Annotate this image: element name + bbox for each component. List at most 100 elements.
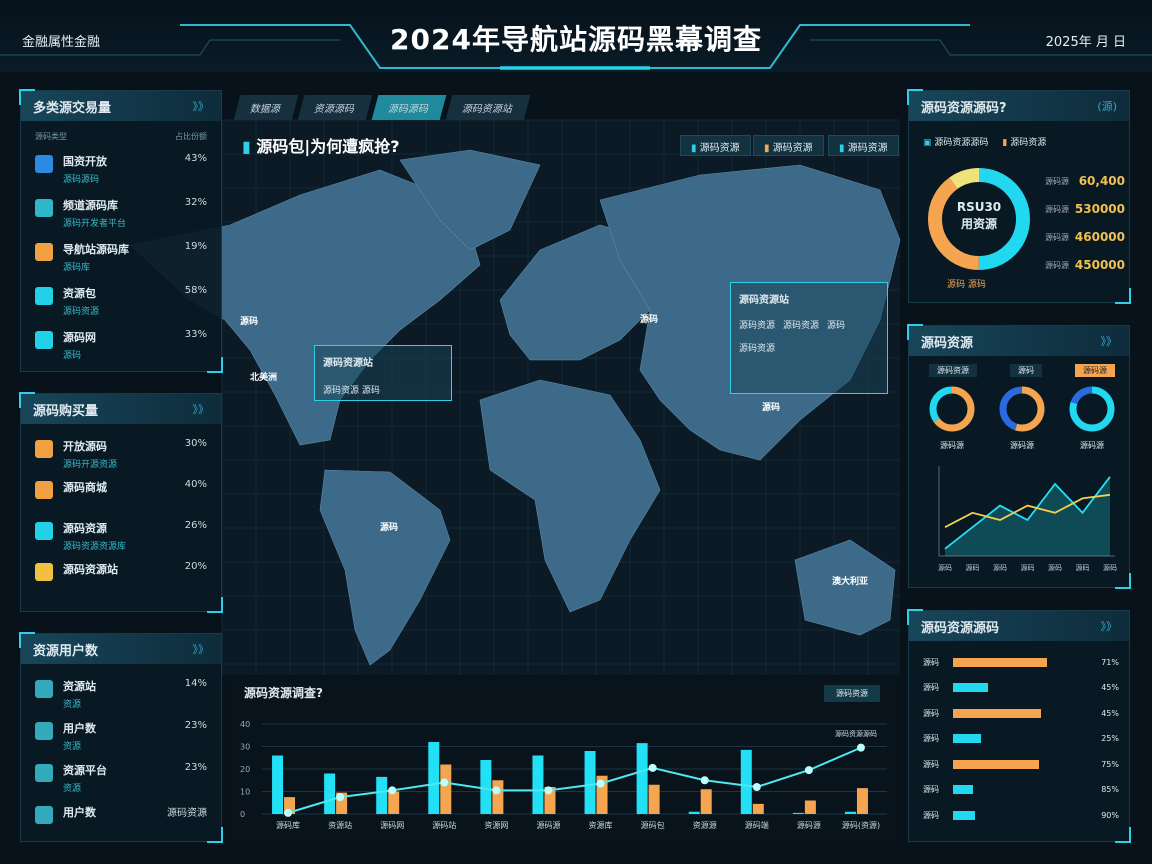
item-sub: 资源 bbox=[63, 784, 82, 794]
chart-button[interactable]: 源码资源 bbox=[824, 685, 880, 702]
x-tick-label: 源码 bbox=[1076, 563, 1090, 572]
list-item[interactable]: 源码商城 40% bbox=[35, 479, 207, 499]
panel-more-button[interactable]: 》》 bbox=[1100, 335, 1118, 348]
tooltip-title: 源码资源站 bbox=[739, 295, 789, 306]
x-tick-label: 源码 bbox=[1048, 563, 1062, 572]
panel-more-button[interactable]: 》》 bbox=[1100, 620, 1118, 633]
stat-label: 源码源 bbox=[1045, 232, 1069, 242]
bar-row: 源码 45% bbox=[923, 707, 1119, 719]
item-name: 开放源码 bbox=[63, 440, 107, 453]
panel-more-button[interactable]: 》》 bbox=[192, 403, 210, 416]
bar-label: 源码 bbox=[923, 810, 939, 820]
area-chart: 源码 源码 源码 源码 源码 源码 源码 bbox=[938, 466, 1117, 572]
main-button-3[interactable]: ▮ 源码资源 bbox=[828, 135, 899, 156]
main-tabs: 数据源 资源源码 源码源码 源码资源站 bbox=[233, 95, 531, 120]
item-percent: 43% bbox=[184, 153, 207, 164]
x-tick-label: 资源站 bbox=[328, 820, 352, 830]
tooltip-item: 源码 bbox=[827, 321, 846, 331]
panel-title: 源码资源源码 bbox=[921, 620, 1000, 636]
box-icon bbox=[35, 243, 53, 261]
donut-center-value: RSU30 bbox=[956, 200, 1002, 214]
header-date: 2025年 月 日 bbox=[1045, 35, 1126, 50]
left-panel-3: 资源用户数 》》 资源站 资源 14% 用户数 资源 23% 资源平台 资源 23% 用户数 源码资源 bbox=[19, 632, 223, 843]
bar-fill bbox=[953, 708, 1041, 718]
bar-cyan bbox=[272, 755, 284, 814]
line-point bbox=[336, 793, 345, 802]
y-tick-label: 30 bbox=[240, 743, 250, 752]
x-tick-label: 源码端 bbox=[745, 820, 769, 830]
bar-orange bbox=[648, 784, 660, 814]
tab-1[interactable]: 数据源 bbox=[233, 95, 299, 120]
column-header: 源码类型 bbox=[35, 132, 67, 141]
map-label: 源码 bbox=[762, 403, 781, 413]
item-sub: 源码源码 bbox=[63, 175, 100, 185]
item-percent: 20% bbox=[184, 561, 207, 572]
list-item[interactable]: 源码资源站 20% bbox=[35, 561, 207, 581]
line-point bbox=[544, 786, 553, 795]
y-tick-label: 10 bbox=[240, 788, 250, 797]
tab-label: 资源源码 bbox=[312, 104, 356, 115]
page-title: 2024年导航站源码黑幕调查 bbox=[390, 23, 762, 56]
list-item[interactable]: 资源站 资源 14% bbox=[35, 678, 207, 710]
map-label: 源码 bbox=[380, 523, 399, 533]
item-sub: 资源 bbox=[63, 700, 82, 710]
mini-donut-label: 源码源 bbox=[1010, 441, 1034, 450]
list-item[interactable]: 资源包 源码资源 58% bbox=[35, 285, 207, 317]
list-item[interactable]: 用户数 资源 23% bbox=[35, 720, 207, 752]
item-sub: 源码 bbox=[63, 351, 82, 361]
list-item[interactable]: 源码网 源码 33% bbox=[35, 329, 207, 361]
item-percent: 19% bbox=[184, 241, 207, 252]
donut-segment bbox=[929, 386, 975, 432]
list-item[interactable]: 开放源码 源码开源资源 30% bbox=[35, 438, 207, 470]
line-point bbox=[440, 778, 449, 787]
item-percent: 14% bbox=[184, 678, 207, 689]
tab-2[interactable]: 资源源码 bbox=[297, 95, 373, 120]
list-item[interactable]: 用户数 源码资源 bbox=[35, 804, 207, 824]
legend-chip: 源码资源 bbox=[929, 364, 977, 377]
right-panel-bars: 源码资源源码 》》 源码 71% 源码 45% 源码 45% 源码 25% 源码 75% 源码 85% 源… bbox=[907, 609, 1131, 843]
y-tick-label: 0 bbox=[240, 810, 245, 819]
tooltip-item: 源码资源 bbox=[739, 321, 776, 331]
main-button-2[interactable]: ▮ 源码资源 bbox=[753, 135, 824, 156]
panel-more-button[interactable]: (源) bbox=[1097, 100, 1117, 113]
x-tick-label: 源码源 bbox=[536, 821, 560, 830]
mini-donut-chart bbox=[999, 386, 1045, 432]
bar-row: 源码 90% bbox=[923, 809, 1119, 821]
stat-value: 450000 bbox=[1074, 258, 1125, 272]
tooltip-item: 源码资源 bbox=[783, 321, 820, 331]
bar-cyan bbox=[376, 776, 388, 814]
panel-title: 资源用户数 bbox=[33, 643, 99, 659]
mini-donut-label: 源码源 bbox=[1080, 441, 1104, 450]
bar-row: 源码 85% bbox=[923, 784, 1119, 796]
item-name: 源码商城 bbox=[63, 481, 107, 494]
line-point bbox=[596, 779, 605, 788]
list-item[interactable]: 资源平台 资源 23% bbox=[35, 762, 207, 794]
monitor-icon bbox=[35, 764, 53, 782]
stat-label: 源码源 bbox=[1045, 204, 1069, 214]
item-percent: 30% bbox=[184, 438, 207, 449]
tab-4[interactable]: 源码资源站 bbox=[445, 95, 531, 120]
continent-greenland bbox=[399, 149, 541, 251]
panel-more-button[interactable]: 》》 bbox=[192, 100, 210, 113]
bar-cyan bbox=[792, 812, 804, 814]
line-point bbox=[856, 743, 865, 752]
bar-cyan bbox=[480, 760, 492, 814]
donut-segment bbox=[928, 168, 1030, 270]
list-item[interactable]: 导航站源码库 源码库 19% bbox=[35, 241, 207, 273]
tab-label: 数据源 bbox=[248, 104, 282, 115]
list-item[interactable]: 频道源码库 源码开发者平台 32% bbox=[35, 197, 207, 229]
tab-3[interactable]: 源码源码 bbox=[371, 95, 447, 120]
line-point bbox=[752, 783, 761, 791]
area-fill bbox=[945, 476, 1110, 556]
legend-chip: 源码 bbox=[1010, 364, 1042, 377]
line-point bbox=[492, 786, 501, 795]
list-item[interactable]: 源码资源 源码资源资源库 26% bbox=[35, 520, 207, 552]
gauge-icon bbox=[35, 722, 53, 740]
donut-center-label: 用资源 bbox=[960, 217, 997, 231]
tag-icon bbox=[35, 440, 53, 458]
panel-more-button[interactable]: 》》 bbox=[192, 643, 210, 656]
x-tick-label: 源码 bbox=[938, 563, 952, 572]
main-button-1[interactable]: ▮ 源码资源 bbox=[680, 135, 751, 156]
list-item[interactable]: 国资开放 源码源码 43% bbox=[35, 153, 207, 185]
line-point bbox=[804, 766, 813, 775]
